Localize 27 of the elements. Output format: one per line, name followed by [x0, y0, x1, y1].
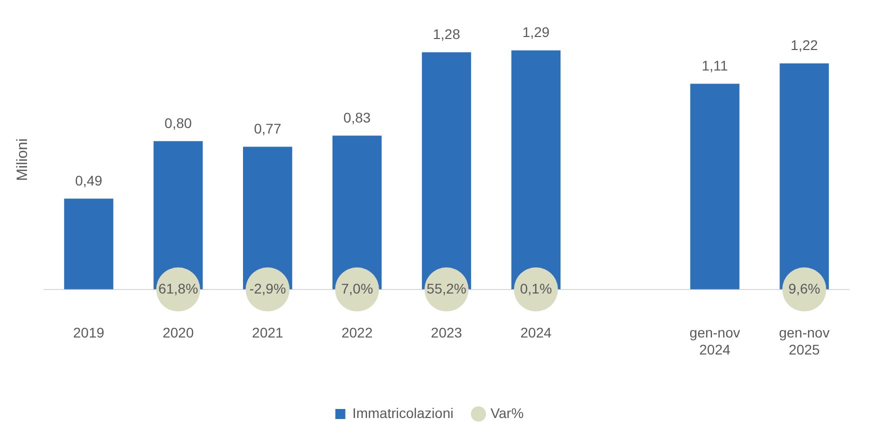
x-tick-label: 2023 [430, 324, 462, 341]
data-label: 0,49 [75, 172, 103, 188]
annotation: -2,9% [249, 280, 286, 296]
legend-label: Immatricolazioni [352, 404, 454, 421]
data-label: 0,83 [343, 109, 371, 126]
bar [64, 198, 114, 290]
x-tick-label: 2024 [520, 324, 552, 341]
annotation: 7,0% [341, 280, 374, 296]
bar [690, 84, 740, 290]
annotation: 55,2% [426, 280, 466, 296]
x-tick-label: 2021 [252, 324, 284, 341]
data-label: 0,77 [254, 120, 282, 137]
data-label: 0,80 [164, 115, 192, 132]
data-label: 1,28 [432, 26, 460, 42]
x-tick-label: 2022 [341, 324, 373, 341]
x-tick-label: 2020 [162, 324, 194, 341]
data-label: 1,29 [522, 24, 550, 40]
annotation: 61,8% [158, 280, 198, 296]
annotation: 9,6% [788, 280, 820, 296]
data-label: 1,11 [702, 58, 728, 74]
legend-label: Var% [490, 404, 524, 421]
data-label: 1,22 [790, 37, 818, 54]
x-tick-label: gen-nov 2024 [690, 324, 740, 358]
annotation: 0,1% [520, 280, 552, 296]
x-tick-label: 2019 [73, 324, 104, 341]
y-axis-title: Milioni [14, 138, 32, 181]
x-tick-label: gen-nov 2025 [778, 324, 830, 358]
